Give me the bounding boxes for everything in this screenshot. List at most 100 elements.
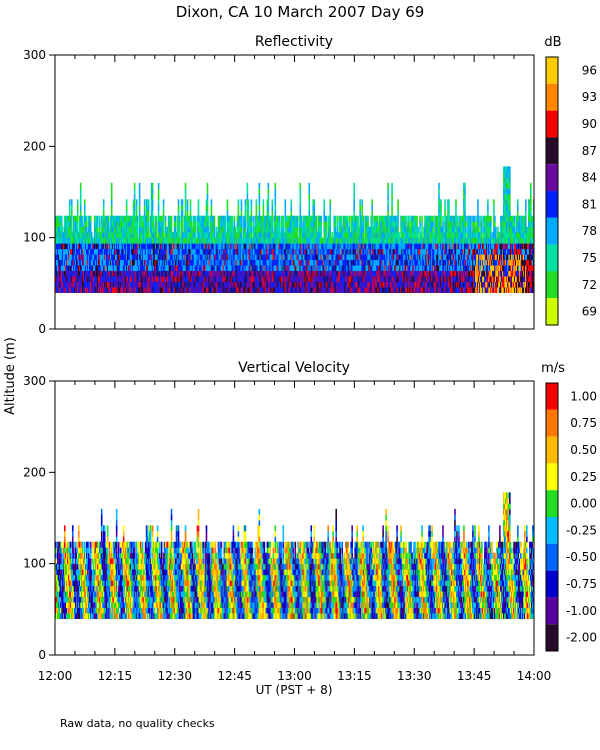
heatmap-cell: [92, 254, 95, 261]
heatmap-cell: [66, 276, 69, 283]
heatmap-cell: [95, 215, 98, 222]
heatmap-cell: [126, 286, 129, 293]
heatmap-cell: [299, 188, 302, 195]
heatmap-cell: [318, 237, 321, 244]
heatmap-cell: [361, 265, 363, 272]
heatmap-cell: [295, 286, 298, 293]
heatmap-cell: [299, 276, 302, 283]
heatmap-cell: [174, 259, 177, 266]
heatmap-cell: [112, 226, 115, 233]
heatmap-cell: [56, 259, 59, 266]
heatmap-cell: [229, 281, 232, 288]
heatmap-cell: [131, 259, 134, 266]
heatmap-cell: [121, 232, 124, 239]
heatmap-cell: [206, 232, 209, 239]
heatmap-cell: [332, 254, 335, 261]
heatmap-cell: [91, 237, 94, 244]
heatmap-cell: [279, 232, 282, 239]
heatmap-cell: [63, 270, 66, 277]
heatmap-cell: [214, 265, 217, 272]
heatmap-cell: [318, 281, 321, 288]
heatmap-cell: [220, 226, 223, 233]
heatmap-cell: [247, 232, 250, 239]
heatmap-cell: [90, 237, 93, 244]
heatmap-cell: [298, 248, 301, 255]
heatmap-cell: [327, 270, 330, 277]
heatmap-cell: [306, 254, 309, 261]
heatmap-cell: [395, 281, 397, 288]
heatmap-cell: [309, 259, 312, 266]
heatmap-cell: [273, 237, 276, 244]
heatmap-cell: [210, 215, 213, 222]
heatmap-cell: [102, 226, 105, 233]
heatmap-cell: [266, 243, 269, 250]
heatmap-cell: [129, 248, 132, 255]
heatmap-cell: [325, 232, 328, 239]
heatmap-cell: [405, 215, 407, 222]
heatmap-cell: [233, 237, 236, 244]
heatmap-cell: [340, 226, 343, 233]
heatmap-cell: [249, 221, 252, 228]
heatmap-cell: [65, 237, 68, 244]
heatmap-cell: [173, 232, 176, 239]
heatmap-cell: [398, 276, 400, 283]
heatmap-cell: [374, 281, 376, 288]
heatmap-cell: [373, 265, 375, 272]
heatmap-cell: [246, 281, 249, 288]
heatmap-cell: [231, 232, 234, 239]
heatmap-cell: [83, 243, 86, 250]
heatmap-cell: [105, 286, 108, 293]
heatmap-cell: [150, 248, 153, 255]
heatmap-cell: [372, 276, 374, 283]
heatmap-cell: [164, 221, 167, 228]
heatmap-cell: [348, 243, 350, 250]
heatmap-cell: [309, 276, 312, 283]
heatmap-cell: [379, 215, 381, 222]
heatmap-cell: [343, 221, 345, 228]
heatmap-cell: [196, 270, 199, 277]
heatmap-cell: [248, 226, 251, 233]
heatmap-cell: [372, 226, 374, 233]
heatmap-cell: [104, 286, 107, 293]
heatmap-cell: [368, 248, 370, 255]
heatmap-cell: [117, 243, 120, 250]
heatmap-cell: [290, 286, 293, 293]
heatmap-cell: [232, 265, 235, 272]
heatmap-cell: [273, 281, 276, 288]
heatmap-cell: [280, 286, 283, 293]
heatmap-cell: [167, 248, 170, 255]
heatmap-cell: [387, 210, 389, 217]
heatmap-cell: [348, 232, 350, 239]
heatmap-cell: [401, 232, 403, 239]
heatmap-cell: [56, 276, 59, 283]
heatmap-cell: [171, 237, 174, 244]
heatmap-cell: [342, 276, 344, 283]
heatmap-cell: [78, 281, 81, 288]
heatmap-cell: [103, 265, 106, 272]
heatmap-cell: [205, 276, 208, 283]
heatmap-cell: [152, 221, 155, 228]
heatmap-cell: [109, 281, 112, 288]
heatmap-cell: [230, 259, 233, 266]
heatmap-cell: [149, 221, 152, 228]
heatmap-cell: [256, 259, 259, 266]
heatmap-cell: [329, 276, 332, 283]
heatmap-cell: [396, 286, 398, 293]
heatmap-cell: [188, 254, 191, 261]
heatmap-cell: [221, 237, 224, 244]
heatmap-cell: [149, 265, 152, 272]
heatmap-cell: [215, 265, 218, 272]
heatmap-cell: [331, 281, 334, 288]
heatmap-cell: [78, 248, 81, 255]
heatmap-cell: [93, 215, 96, 222]
heatmap-cell: [381, 221, 383, 228]
heatmap-cell: [291, 286, 294, 293]
heatmap-cell: [264, 254, 267, 261]
heatmap-cell: [184, 215, 187, 222]
heatmap-cell: [325, 265, 328, 272]
heatmap-cell: [356, 281, 358, 288]
heatmap-cell: [258, 232, 261, 239]
heatmap-cell: [242, 248, 245, 255]
heatmap-cell: [195, 276, 198, 283]
heatmap-cell: [369, 248, 371, 255]
